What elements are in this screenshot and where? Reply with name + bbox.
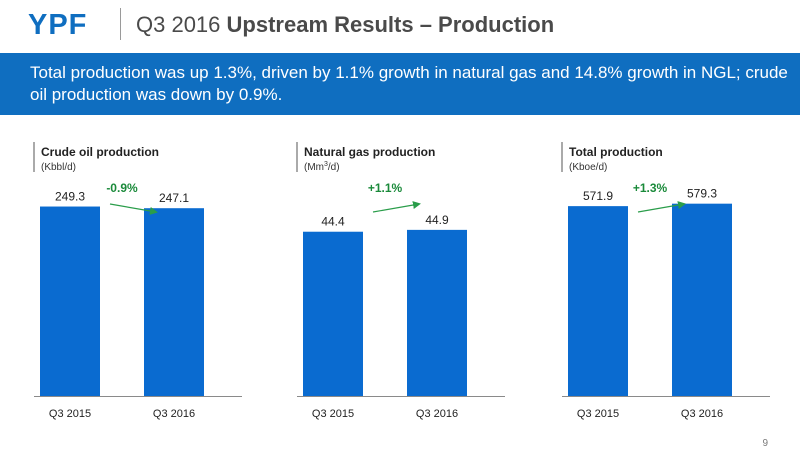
chart-title: Natural gas production bbox=[304, 145, 435, 159]
data-label: 579.3 bbox=[687, 187, 717, 201]
x-tick-label: Q3 2015 bbox=[312, 408, 354, 420]
chart-title: Crude oil production bbox=[41, 145, 159, 159]
chart-title: Total production bbox=[569, 145, 663, 159]
bar-q3-2016 bbox=[672, 203, 732, 396]
data-label: 247.1 bbox=[159, 191, 189, 205]
crude-oil-chart: Crude oil production (Kbbl/d) 249.3 Q3 2015… bbox=[33, 140, 254, 430]
bar-q3-2015 bbox=[40, 206, 100, 396]
x-tick-label: Q3 2016 bbox=[681, 408, 723, 420]
data-label: 44.9 bbox=[425, 213, 449, 227]
summary-banner: Total production was up 1.3%, driven by … bbox=[0, 53, 800, 115]
page-number: 9 bbox=[762, 438, 768, 449]
x-tick-label: Q3 2016 bbox=[416, 408, 458, 420]
data-label: 249.3 bbox=[55, 190, 85, 204]
x-tick-label: Q3 2016 bbox=[153, 408, 195, 420]
chart-svg: Natural gas production (Mm3/d) 44.4 Q3 2015… bbox=[296, 142, 505, 420]
change-label: -0.9% bbox=[106, 181, 138, 195]
bar-q3-2015 bbox=[303, 231, 363, 396]
trend-arrow-icon bbox=[372, 201, 421, 213]
bar-q3-2016 bbox=[144, 208, 204, 396]
chart-unit: (Mm3/d) bbox=[304, 161, 340, 173]
change-label: +1.1% bbox=[368, 181, 403, 195]
data-label: 571.9 bbox=[583, 189, 613, 203]
trend-arrow-icon bbox=[109, 203, 158, 215]
chart-svg: Total production (Kboe/d) 571.9 Q3 2015 579.… bbox=[561, 142, 770, 420]
ypf-logo: YPF bbox=[28, 9, 87, 39]
x-tick-label: Q3 2015 bbox=[49, 408, 91, 420]
logo-text: YPF bbox=[28, 9, 87, 39]
chart-unit: (Kbbl/d) bbox=[41, 162, 76, 173]
header: YPF Q3 2016 Upstream Results – Productio… bbox=[0, 0, 800, 48]
trend-arrow-icon bbox=[637, 201, 686, 213]
bar-q3-2015 bbox=[568, 206, 628, 396]
natural-gas-chart: Natural gas production (Mm3/d) 44.4 Q3 2015… bbox=[296, 140, 517, 430]
header-divider bbox=[120, 8, 121, 40]
total-production-chart: Total production (Kboe/d) 571.9 Q3 2015 579.… bbox=[561, 140, 782, 430]
page-title: Q3 2016 Upstream Results – Production bbox=[136, 12, 554, 38]
chart-svg: Crude oil production (Kbbl/d) 249.3 Q3 2015… bbox=[33, 142, 242, 420]
title-regular: Q3 2016 bbox=[136, 12, 221, 37]
x-tick-label: Q3 2015 bbox=[577, 408, 619, 420]
change-label: +1.3% bbox=[633, 181, 668, 195]
bar-q3-2016 bbox=[407, 229, 467, 396]
chart-unit: (Kboe/d) bbox=[569, 162, 607, 173]
data-label: 44.4 bbox=[321, 215, 345, 229]
summary-text: Total production was up 1.3%, driven by … bbox=[30, 63, 788, 104]
title-bold: Upstream Results – Production bbox=[226, 12, 555, 37]
